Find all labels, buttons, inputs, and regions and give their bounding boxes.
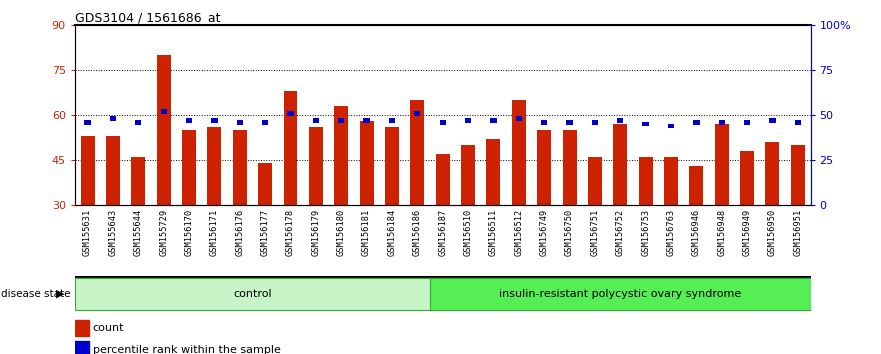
Bar bbox=[106, 136, 120, 205]
Text: GSM156176: GSM156176 bbox=[235, 209, 244, 256]
Bar bbox=[157, 55, 171, 205]
Bar bbox=[385, 127, 399, 205]
Text: GSM156512: GSM156512 bbox=[515, 209, 523, 256]
Bar bbox=[642, 122, 648, 126]
Bar bbox=[592, 120, 598, 125]
Bar bbox=[207, 127, 221, 205]
Bar bbox=[465, 118, 471, 123]
Bar bbox=[744, 120, 751, 125]
Text: GSM156184: GSM156184 bbox=[388, 209, 396, 256]
Bar bbox=[389, 118, 395, 123]
Bar bbox=[237, 120, 243, 125]
Bar bbox=[334, 106, 348, 205]
Bar bbox=[160, 109, 167, 114]
Bar bbox=[359, 121, 374, 205]
Text: control: control bbox=[233, 289, 271, 299]
Bar bbox=[85, 120, 91, 125]
Bar bbox=[135, 120, 142, 125]
FancyBboxPatch shape bbox=[75, 278, 430, 310]
Bar bbox=[719, 120, 725, 125]
Bar bbox=[795, 120, 801, 125]
Bar bbox=[613, 124, 627, 205]
Bar bbox=[80, 136, 94, 205]
Bar bbox=[313, 118, 319, 123]
Text: disease state: disease state bbox=[1, 289, 70, 299]
Text: GSM156749: GSM156749 bbox=[540, 209, 549, 256]
Bar bbox=[486, 139, 500, 205]
Bar bbox=[740, 151, 754, 205]
Text: GSM156763: GSM156763 bbox=[667, 209, 676, 256]
Bar bbox=[75, 320, 89, 336]
Text: GSM156752: GSM156752 bbox=[616, 209, 625, 256]
Bar bbox=[131, 157, 145, 205]
Bar bbox=[563, 130, 576, 205]
Text: GSM156187: GSM156187 bbox=[438, 209, 448, 256]
Text: GSM155631: GSM155631 bbox=[83, 209, 93, 256]
Bar bbox=[512, 100, 526, 205]
Bar bbox=[461, 145, 475, 205]
Bar bbox=[617, 118, 624, 123]
Bar bbox=[414, 111, 420, 115]
Text: percentile rank within the sample: percentile rank within the sample bbox=[93, 344, 280, 354]
Text: GSM156951: GSM156951 bbox=[793, 209, 803, 256]
Text: GSM156510: GSM156510 bbox=[463, 209, 472, 256]
Bar bbox=[233, 130, 247, 205]
Bar bbox=[436, 154, 449, 205]
Bar bbox=[693, 120, 700, 125]
Bar bbox=[791, 145, 805, 205]
Text: GSM155729: GSM155729 bbox=[159, 209, 168, 256]
Bar bbox=[284, 91, 298, 205]
Bar bbox=[309, 127, 322, 205]
Bar bbox=[668, 124, 674, 128]
Bar bbox=[258, 163, 272, 205]
Bar bbox=[262, 120, 269, 125]
Text: count: count bbox=[93, 323, 124, 333]
Text: GSM156750: GSM156750 bbox=[565, 209, 574, 256]
Text: GSM156171: GSM156171 bbox=[210, 209, 218, 256]
Text: GSM156753: GSM156753 bbox=[641, 209, 650, 256]
Bar bbox=[211, 118, 218, 123]
Text: GSM156946: GSM156946 bbox=[692, 209, 701, 256]
Text: GSM156751: GSM156751 bbox=[590, 209, 599, 256]
Text: GSM155643: GSM155643 bbox=[108, 209, 117, 256]
Bar bbox=[541, 120, 547, 125]
Bar bbox=[440, 120, 446, 125]
Bar bbox=[287, 111, 293, 115]
Text: GSM156170: GSM156170 bbox=[184, 209, 194, 256]
Bar bbox=[566, 120, 573, 125]
Bar bbox=[110, 116, 116, 121]
Bar bbox=[769, 118, 775, 123]
Bar bbox=[537, 130, 552, 205]
Bar bbox=[186, 118, 192, 123]
Text: GSM156181: GSM156181 bbox=[362, 209, 371, 256]
Bar bbox=[766, 142, 780, 205]
Text: GSM156186: GSM156186 bbox=[413, 209, 422, 256]
Bar bbox=[588, 157, 602, 205]
Text: GSM155644: GSM155644 bbox=[134, 209, 143, 256]
Text: GSM156948: GSM156948 bbox=[717, 209, 726, 256]
Text: ▶: ▶ bbox=[56, 289, 64, 299]
Bar bbox=[182, 130, 196, 205]
Text: GDS3104 / 1561686_at: GDS3104 / 1561686_at bbox=[75, 11, 220, 24]
Bar bbox=[714, 124, 729, 205]
Bar bbox=[664, 157, 678, 205]
Bar bbox=[515, 116, 522, 121]
Bar bbox=[690, 166, 703, 205]
Text: GSM156511: GSM156511 bbox=[489, 209, 498, 256]
Bar bbox=[364, 118, 370, 123]
Text: GSM156178: GSM156178 bbox=[286, 209, 295, 256]
Text: GSM156179: GSM156179 bbox=[311, 209, 321, 256]
Text: GSM156950: GSM156950 bbox=[768, 209, 777, 256]
Text: insulin-resistant polycystic ovary syndrome: insulin-resistant polycystic ovary syndr… bbox=[500, 289, 742, 299]
Bar bbox=[639, 157, 653, 205]
Bar bbox=[75, 341, 89, 354]
Text: GSM156180: GSM156180 bbox=[337, 209, 345, 256]
Text: GSM156949: GSM156949 bbox=[743, 209, 751, 256]
Bar bbox=[411, 100, 425, 205]
Bar bbox=[338, 118, 344, 123]
Text: GSM156177: GSM156177 bbox=[261, 209, 270, 256]
FancyBboxPatch shape bbox=[430, 278, 811, 310]
Bar bbox=[491, 118, 497, 123]
